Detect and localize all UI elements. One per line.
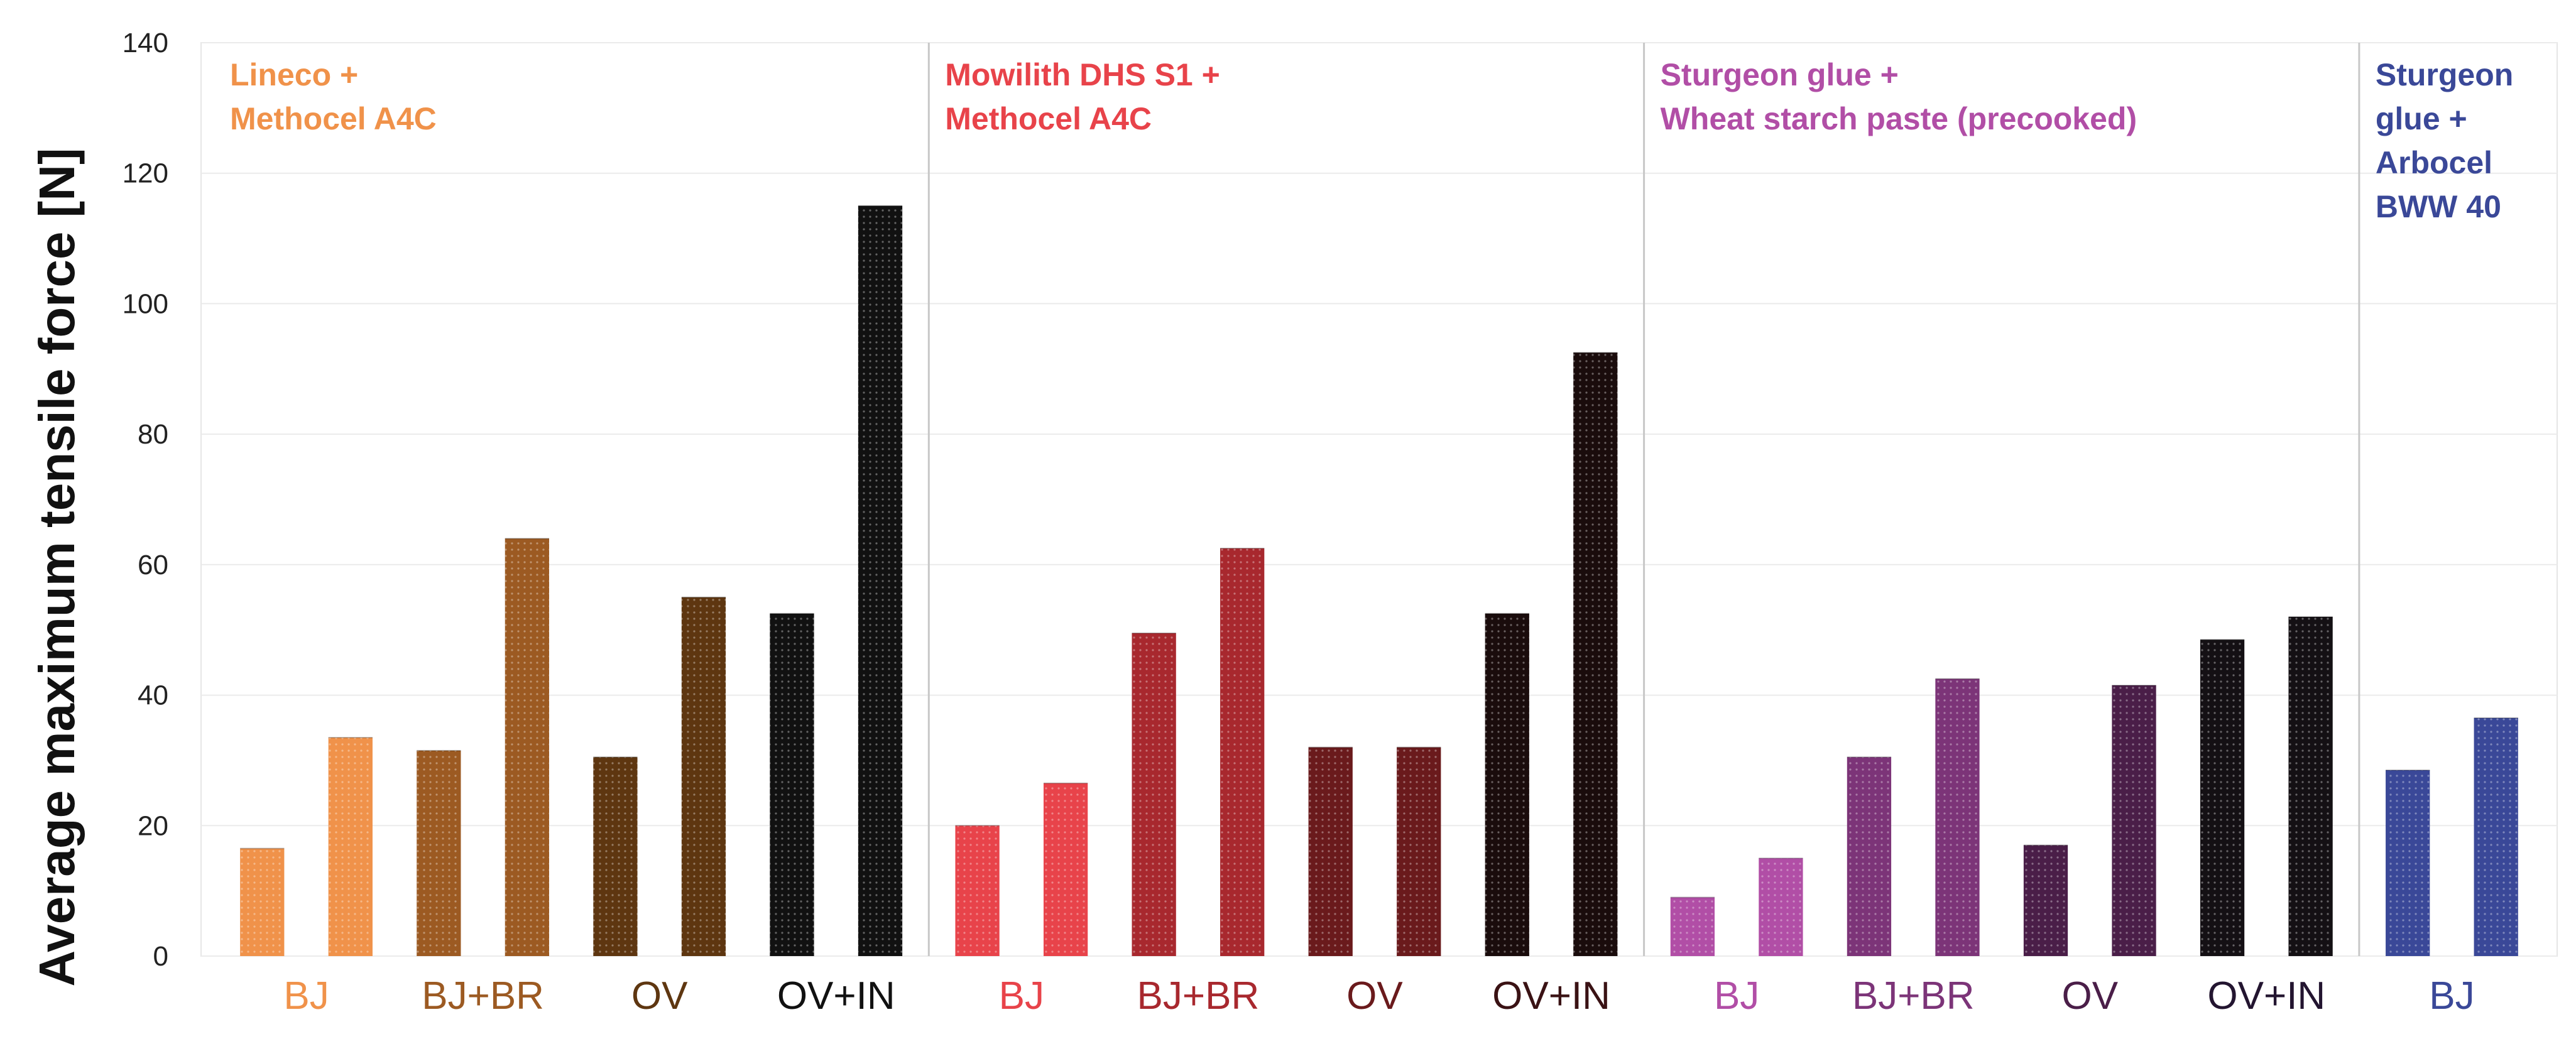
- panel-title-line: BWW 40: [2376, 189, 2501, 224]
- bar-texture: [1043, 783, 1088, 956]
- y-tick-label: 0: [153, 941, 168, 972]
- y-tick-label: 100: [123, 288, 168, 319]
- x-group-label: BJ+BR: [1137, 974, 1260, 1018]
- panel-title: Lineco + Methocel A4C: [230, 57, 437, 136]
- panel-title-line: Lineco +: [230, 57, 358, 92]
- bar-texture: [2200, 639, 2245, 956]
- panel-title-line: Methocel A4C: [230, 101, 437, 136]
- bar-texture: [1573, 352, 1618, 956]
- x-group-label: OV+IN: [777, 974, 895, 1018]
- panel-title: Mowilith DHS S1 + Methocel A4C: [945, 57, 1220, 136]
- x-group-label: OV: [1346, 974, 1403, 1018]
- x-group-label: BJ+BR: [422, 974, 544, 1018]
- bar-texture: [417, 750, 461, 956]
- bar-texture: [240, 848, 285, 956]
- y-tick-label: 20: [138, 810, 168, 841]
- bar-texture: [858, 205, 903, 957]
- x-group-label: OV: [2061, 974, 2118, 1018]
- bar-texture: [593, 757, 638, 956]
- bars: [240, 205, 2518, 957]
- panel-title-line: Wheat starch paste (precooked): [1661, 101, 2137, 136]
- bar-texture: [2288, 616, 2333, 956]
- bar-texture: [2112, 685, 2156, 956]
- x-group-label: OV+IN: [1492, 974, 1610, 1018]
- y-tick-label: 40: [138, 680, 168, 711]
- bar-texture: [505, 538, 550, 956]
- bar-texture: [2474, 717, 2518, 956]
- y-tick-label: 120: [123, 158, 168, 189]
- x-group-label: BJ: [999, 974, 1044, 1018]
- panel-title-line: Arbocel: [2376, 145, 2492, 180]
- bar-texture: [1759, 858, 1803, 956]
- x-group-label: BJ: [2429, 974, 2474, 1018]
- bar-texture: [1485, 613, 1529, 956]
- bar-texture: [1397, 747, 1441, 956]
- bar-texture: [2023, 845, 2068, 956]
- bar-texture: [681, 597, 726, 956]
- y-axis-ticks: 0 20 40 60 80 100 120 140: [123, 28, 168, 972]
- panel-title-line: Mowilith DHS S1 +: [945, 57, 1220, 92]
- y-tick-label: 60: [138, 550, 168, 580]
- bar-texture: [1132, 633, 1176, 956]
- y-tick-label: 80: [138, 419, 168, 450]
- bar-texture: [770, 613, 814, 956]
- x-axis-group-labels: BJ BJ+BR OV OV+IN BJ BJ+BR OV OV+IN BJ BJ+BR OV OV+…: [283, 974, 2474, 1018]
- x-group-label: OV: [631, 974, 688, 1018]
- panel-title-line: glue +: [2376, 101, 2467, 136]
- bar-texture: [1308, 747, 1353, 956]
- y-axis-label: Average maximum tensile force [N]: [29, 148, 85, 986]
- x-group-label: BJ+BR: [1852, 974, 1975, 1018]
- panel-separators: [927, 43, 2360, 956]
- x-group-label: BJ: [1714, 974, 1759, 1018]
- y-tick-label: 140: [123, 28, 168, 58]
- panel-title-line: Sturgeon glue +: [1661, 57, 1899, 92]
- bar-texture: [328, 737, 373, 956]
- panel-title-line: Methocel A4C: [945, 101, 1152, 136]
- panel-title: Sturgeon glue + Arbocel BWW 40: [2376, 57, 2513, 224]
- bar-texture: [955, 825, 1000, 956]
- bar-texture: [1670, 897, 1715, 956]
- bar-texture: [1220, 548, 1265, 956]
- grid-lines: [201, 42, 2557, 957]
- bar-texture: [2386, 770, 2430, 956]
- panel-title-line: Sturgeon: [2376, 57, 2513, 92]
- panel-title: Sturgeon glue + Wheat starch paste (preco…: [1661, 57, 2137, 136]
- panel-titles: Lineco + Methocel A4C Mowilith DHS S1 + Met…: [230, 57, 2513, 224]
- x-group-label: BJ: [283, 974, 329, 1018]
- bar-texture: [1935, 678, 1980, 956]
- x-group-label: OV+IN: [2207, 974, 2325, 1018]
- bar-texture: [1847, 757, 1892, 956]
